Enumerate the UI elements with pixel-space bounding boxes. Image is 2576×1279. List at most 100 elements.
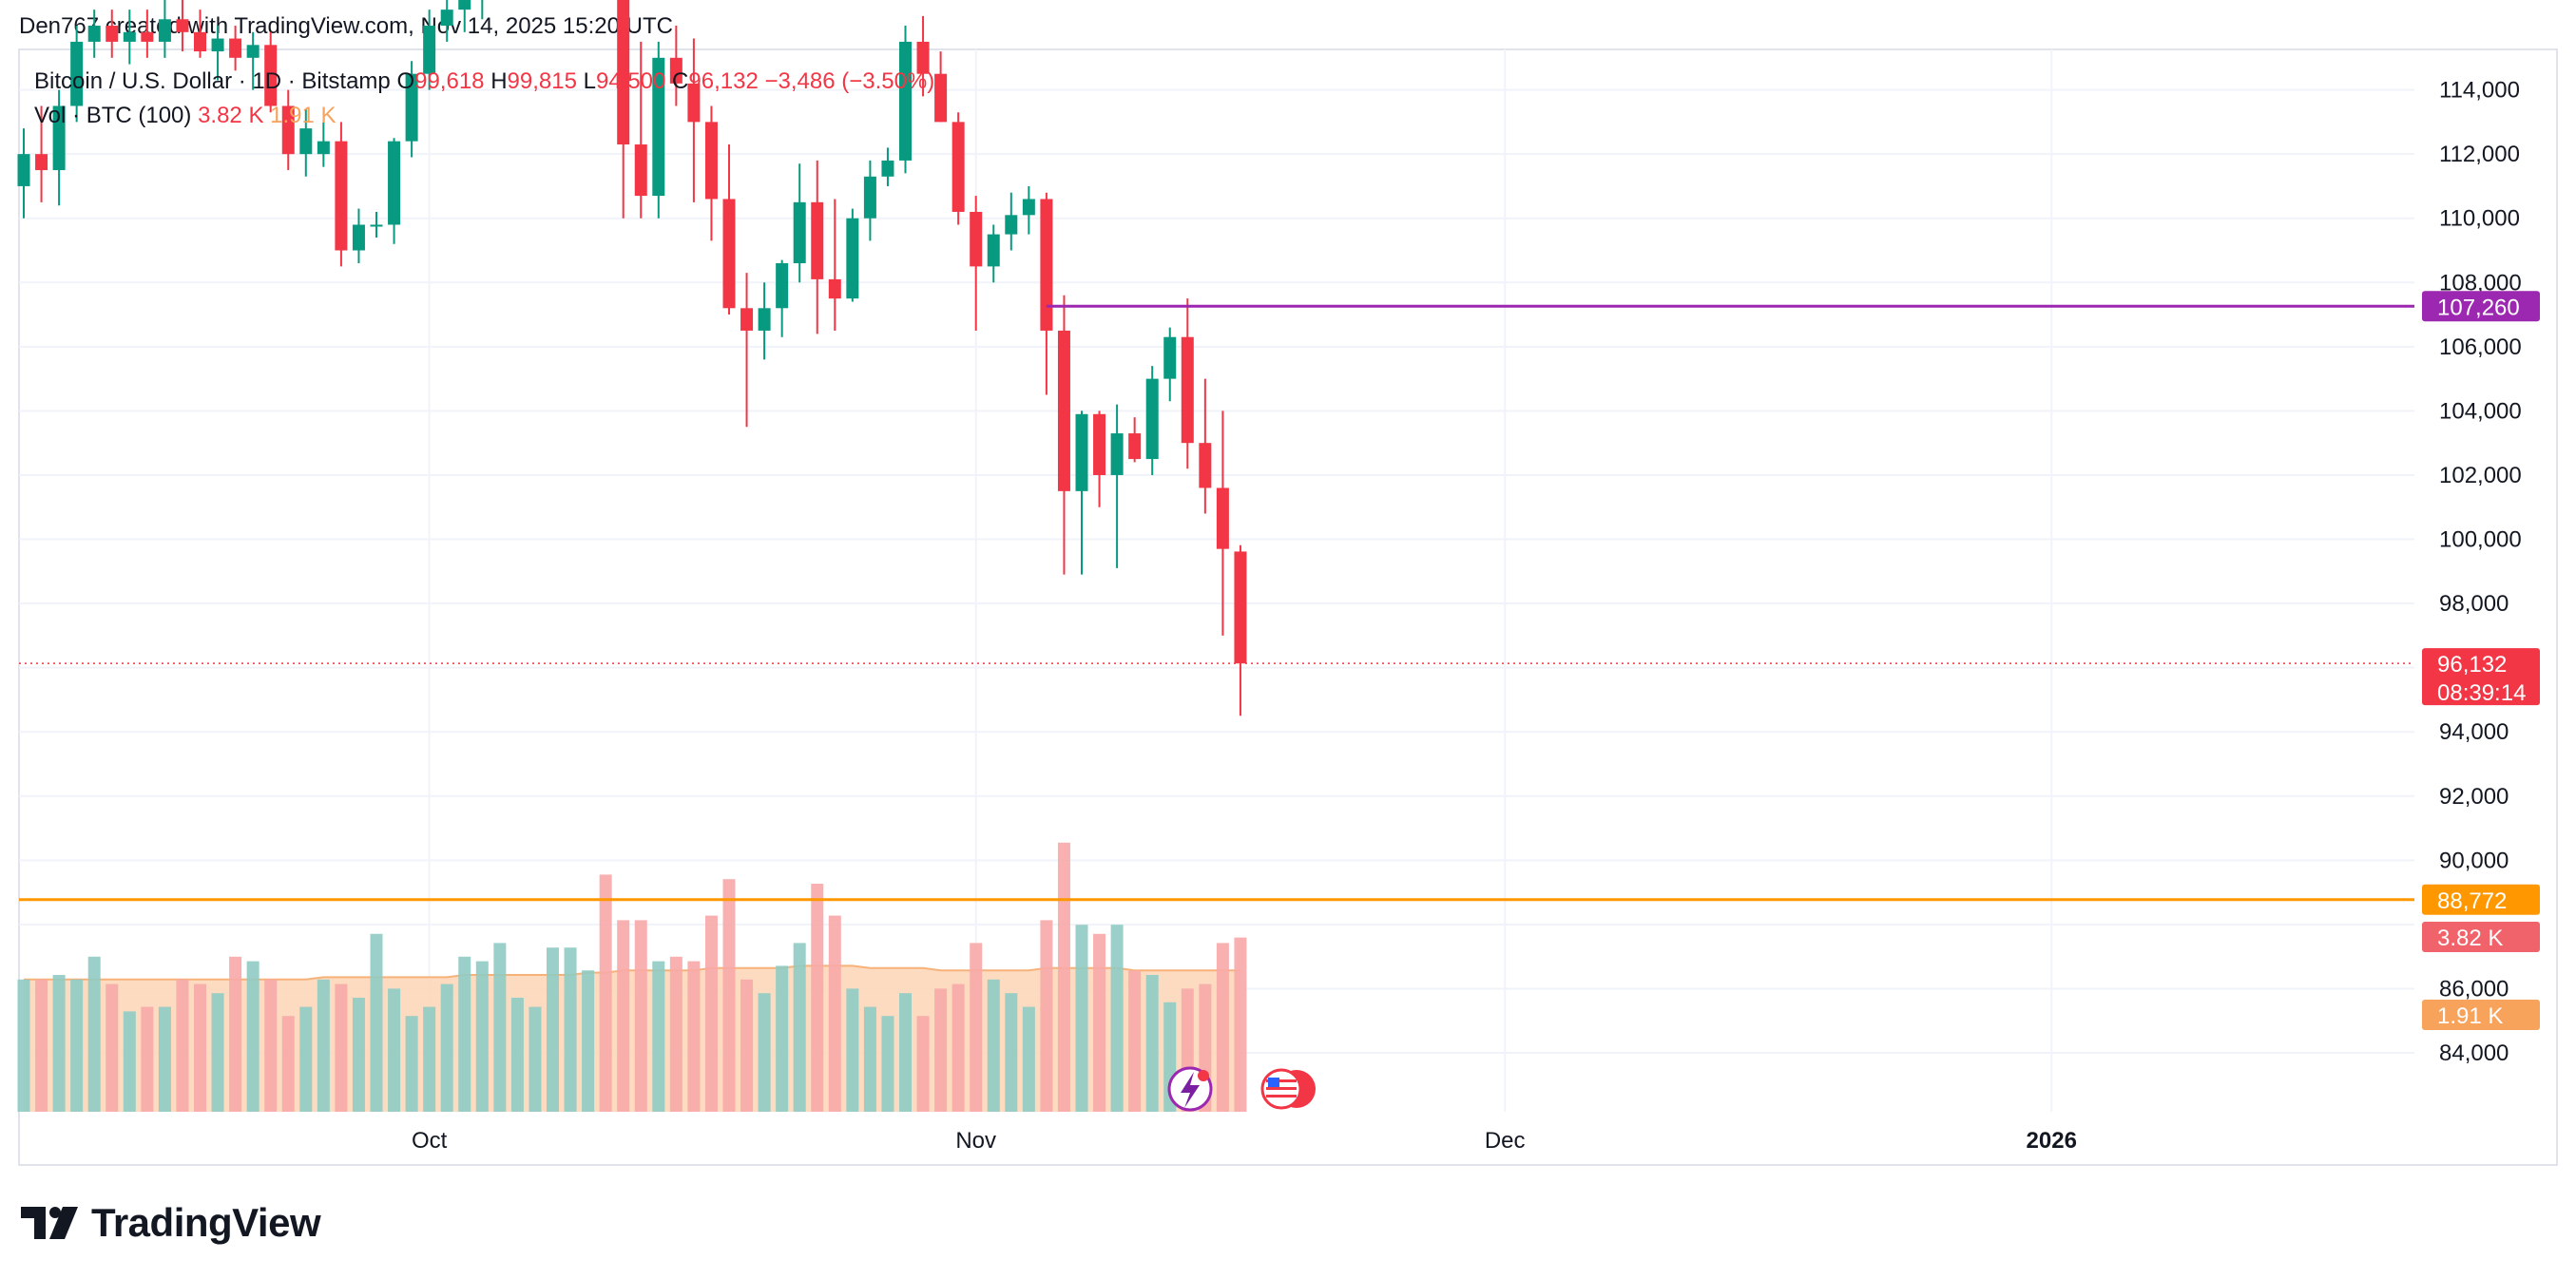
candle <box>141 10 154 58</box>
legend-open-label: O <box>396 68 415 94</box>
volume-bar <box>141 1006 154 1112</box>
volume-bar <box>1234 937 1247 1112</box>
candle-body <box>176 19 189 32</box>
candle <box>1234 544 1247 716</box>
candle <box>158 0 171 58</box>
candle <box>934 51 948 123</box>
volume-bar <box>1075 925 1088 1112</box>
price-tick-label: 104,000 <box>2439 398 2522 424</box>
candle-body <box>388 141 401 225</box>
volume-bar <box>264 979 278 1112</box>
volume-bar <box>687 961 701 1112</box>
candle <box>828 199 841 331</box>
price-tick-label: 84,000 <box>2439 1040 2509 1066</box>
legend-high-label: H <box>490 68 508 94</box>
us-flag-event-icon[interactable] <box>1260 1068 1316 1110</box>
candle-body <box>828 278 841 299</box>
last-price-badge-box <box>2422 648 2540 706</box>
volume-ma-badge-box <box>2422 1000 2540 1030</box>
candle <box>423 10 436 90</box>
candle <box>687 38 701 202</box>
candle <box>106 10 119 58</box>
candle-body <box>1110 433 1124 475</box>
volume-bar <box>1128 970 1142 1112</box>
event-icons[interactable] <box>1167 1066 1316 1112</box>
candle-body <box>1234 551 1247 664</box>
candle <box>1128 417 1142 463</box>
volume-bar <box>194 983 206 1112</box>
legend-close-label: C <box>672 68 689 94</box>
candle <box>317 122 330 167</box>
candle <box>863 160 876 241</box>
candle-body <box>211 38 224 52</box>
support-price-badge-text: 88,772 <box>2437 888 2507 914</box>
candle-body <box>87 26 101 42</box>
candle <box>617 0 630 219</box>
candle <box>1163 327 1177 402</box>
volume-bar <box>70 979 84 1112</box>
lightning-event-icon[interactable] <box>1167 1066 1213 1112</box>
volume-bar <box>246 961 260 1112</box>
candle <box>1093 410 1106 507</box>
volume-bar <box>281 1016 295 1112</box>
volume-bar <box>758 993 771 1112</box>
candle <box>17 128 30 219</box>
price-tick-label: 90,000 <box>2439 848 2509 873</box>
volume-bar <box>17 979 30 1112</box>
volume-bar <box>704 915 718 1112</box>
legend-volume-ma-value: 1.91 K <box>270 103 336 128</box>
candle-body <box>1145 378 1159 460</box>
legend-change: −3,486 (−3.50%) <box>764 68 935 94</box>
candle <box>1110 404 1124 568</box>
time-tick-label: Nov <box>955 1128 996 1154</box>
candle-body <box>776 263 789 309</box>
candle-body <box>970 211 983 267</box>
resistance-price-badge-box <box>2422 291 2540 322</box>
candle-body <box>722 199 736 309</box>
candle <box>899 26 912 174</box>
candle-body <box>405 73 418 142</box>
volume-bar <box>828 915 841 1112</box>
candle-body <box>1075 413 1088 491</box>
candle-body <box>1005 215 1018 235</box>
candle-body <box>458 0 471 10</box>
volume-bar <box>1110 925 1124 1112</box>
chart-frame <box>18 48 2558 1166</box>
time-tick-label: 2026 <box>2027 1128 2077 1154</box>
tradingview-logo[interactable]: TradingView <box>21 1199 321 1247</box>
volume-bar <box>1145 975 1159 1112</box>
candle-body <box>863 176 876 219</box>
volume-bar <box>106 983 119 1112</box>
candle-body <box>352 224 365 251</box>
volume-bar <box>440 983 453 1112</box>
candle <box>1181 298 1194 469</box>
candle-body <box>634 144 647 197</box>
volume-bar <box>1093 933 1106 1112</box>
candle-body <box>617 0 630 145</box>
candle-body <box>281 105 295 155</box>
candle-body <box>1181 336 1194 444</box>
candle-body <box>52 105 66 171</box>
volume-bar <box>599 874 612 1112</box>
candle-body <box>793 201 806 264</box>
volume-value-badge: 3.82 K <box>2422 922 2540 952</box>
candle <box>299 108 313 177</box>
candle-body <box>1163 336 1177 379</box>
volume-ma-badge: 1.91 K <box>2422 1000 2540 1030</box>
volume-bar <box>352 998 365 1112</box>
candle-body <box>846 218 859 299</box>
legend-volume-label: Vol · BTC (100) <box>34 103 192 128</box>
price-tick-label: 92,000 <box>2439 784 2509 810</box>
candle <box>370 211 383 238</box>
candle-body <box>141 31 154 42</box>
price-tick-label: 112,000 <box>2439 142 2520 167</box>
horizontal-lines[interactable] <box>19 304 2414 902</box>
volume-bar <box>987 979 1000 1112</box>
candle-body <box>194 31 206 52</box>
volume-bar <box>405 1016 418 1112</box>
volume-bar <box>846 988 859 1112</box>
volume-bar <box>299 1006 313 1112</box>
volume-bar <box>176 979 189 1112</box>
tradingview-logo-text: TradingView <box>91 1200 321 1245</box>
